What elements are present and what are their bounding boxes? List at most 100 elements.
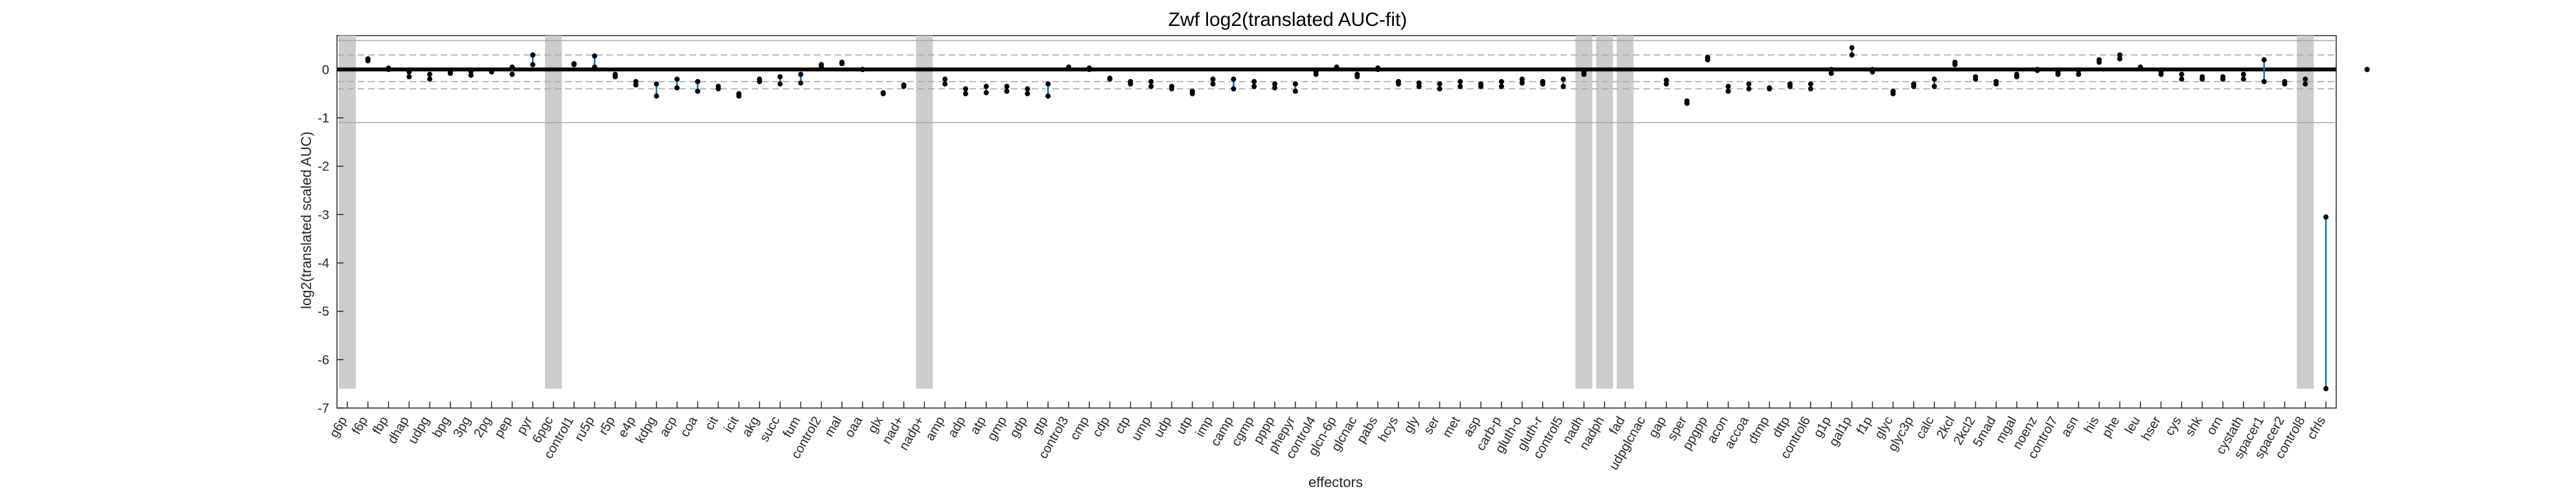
point-glcnac [1354,74,1360,80]
x-tick-label: udpg [406,415,432,447]
excluded-band-nadp+ [916,36,933,389]
y-tick-label: -6 [318,353,329,367]
point-g1p [1828,67,1834,73]
x-tick-label: dtmp [1745,415,1772,447]
point-carb-p [1498,78,1504,84]
point-gdp [1025,86,1030,92]
x-tick-label: asn [2059,415,2082,440]
point-acon [1725,84,1731,89]
point-acon [1725,88,1731,94]
point-undefined [2364,67,2370,73]
point-met [1457,84,1463,89]
point-accoa [1746,86,1752,92]
x-tick-label: cmp [1067,415,1092,443]
point-cystath [2240,71,2246,77]
y-tick-label: 0 [322,63,329,77]
point-gal1p [1849,52,1855,58]
point-udpg [427,76,433,82]
point-hser [2158,69,2164,75]
x-tick-label: pabs [1354,415,1381,446]
x-tick-label: dhap [385,415,412,447]
point-dtmp [1767,85,1772,91]
x-tick-label: r5p [596,415,618,438]
point-glyc [1890,91,1896,97]
point-phe [2117,52,2123,58]
point-pyr [530,52,536,58]
x-tick-label: cfrls [2304,415,2328,442]
point-camp [1231,76,1236,82]
x-tick-label: hcys [1376,415,1402,445]
point-asp [1478,84,1484,89]
x-tick-label: met [1440,414,1463,440]
point-ump [1148,84,1154,89]
x-tick-label: oaa [842,414,866,440]
point-control8 [2303,76,2308,82]
point-asn [2076,71,2082,77]
point-2kcl2 [1973,74,1978,80]
plot-area: 0-1-2-3-4-5-6-7g6pf6pfbpdhapudpgbpg3pg2p… [318,35,2370,472]
point-3pg [468,69,474,74]
point-pyr [530,62,536,67]
y-tick-label: -5 [318,305,329,319]
point-pep [509,64,515,70]
point-udpg [427,71,433,77]
point-glcn-6p [1334,65,1340,71]
point-gap [1664,81,1669,87]
point-icit [736,91,742,97]
x-tick-label: gdp [1007,415,1030,440]
chart-title: Zwf log2(translated AUC-fit) [1168,9,1407,30]
point-cys [2179,71,2185,77]
point-gly [1416,80,1422,86]
x-tick-label: gmp [984,415,1010,444]
point-carb-p [1498,84,1504,89]
point-control6 [1807,86,1813,92]
point-ser [1437,86,1443,92]
point-ru5p [592,64,598,70]
point-dhap [406,74,412,80]
y-tick-label: -1 [318,111,329,126]
point-spacer1 [2261,57,2267,63]
excluded-band-control8 [2297,36,2314,389]
point-akg [756,76,762,82]
point-acp [674,85,680,91]
point-pppp [1272,85,1278,91]
point-accoa [1746,81,1752,87]
x-tick-label: ser [1421,414,1443,437]
point-control4 [1313,69,1319,75]
x-tick-label: f6p [349,415,371,437]
x-tick-label: hser [2139,414,2164,443]
point-atp [983,84,989,89]
excluded-band-fad [1616,36,1634,389]
x-tick-label: icit [721,414,741,435]
point-amp [942,76,948,82]
point-r5p [612,71,618,77]
y-tick-label: -3 [318,208,329,222]
x-tick-label: succ [758,415,783,445]
point-2kcl [1952,62,1958,67]
x-tick-label: phe [2100,415,2123,440]
point-cgmp [1251,84,1257,89]
point-gluth-o [1519,80,1525,86]
point-phepyr [1292,88,1298,94]
point-shk [2199,76,2205,82]
point-glyc3p [1911,81,1917,87]
point-mal [839,61,845,67]
point-control5 [1561,76,1566,82]
x-tick-label: 2pg [471,415,494,440]
point-sper [1684,98,1690,104]
point-3pg [468,73,474,78]
point-udp [1169,84,1175,89]
excluded-band-6pgc [544,36,562,389]
x-tick-label: bpg [430,415,454,440]
point-dhap [406,69,412,75]
point-pep [509,71,515,77]
x-tick-label: acp [657,415,680,440]
point-coa [695,78,701,84]
point-calc [1931,76,1937,82]
point-imp [1210,81,1216,87]
point-control6 [1807,81,1813,87]
point-imp [1210,76,1216,82]
point-adp [963,86,969,92]
point-asn [2076,67,2082,73]
point-amp [942,81,948,87]
